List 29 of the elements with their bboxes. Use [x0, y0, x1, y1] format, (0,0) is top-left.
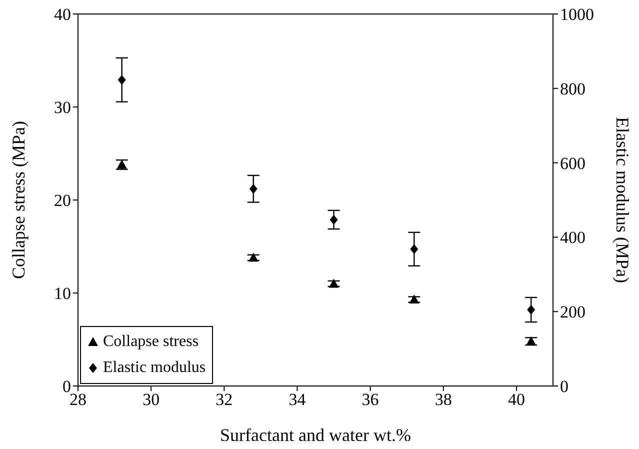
y2-tick-label: 1000 [560, 5, 594, 24]
y-tick-label: 40 [54, 5, 71, 24]
y2-tick-label: 400 [560, 228, 586, 248]
y2-tick-label: 800 [560, 79, 586, 98]
y2-tick-label: 0 [560, 377, 568, 396]
legend-label: Collapse stress [103, 332, 199, 352]
y-tick-label: 0 [62, 377, 71, 396]
x-tick-label: 40 [508, 390, 525, 410]
y-tick-label: 10 [54, 284, 71, 304]
x-tick-label: 36 [362, 390, 379, 410]
x-tick-label: 32 [216, 390, 233, 410]
point [526, 336, 536, 346]
point [330, 214, 338, 225]
x-tick-label: 34 [288, 390, 306, 410]
x-axis-title: Surfactant and water wt.% [220, 425, 411, 445]
point [410, 244, 418, 254]
legend-label: Elastic modulus [103, 358, 206, 378]
y-tick-label: 30 [54, 98, 71, 118]
x-tick-label: 30 [142, 390, 160, 410]
y2-tick-label: 600 [560, 154, 586, 173]
y-tick-label: 20 [54, 191, 71, 210]
point [118, 74, 126, 85]
point [527, 304, 536, 315]
x-tick-label: 28 [70, 390, 86, 410]
x-tick-label: 38 [434, 390, 452, 410]
point [249, 184, 258, 194]
y-axis-title: Collapse stress (MPa) [8, 121, 28, 279]
y2-axis-title: Elastic modulus (MPa) [612, 117, 633, 283]
y2-tick-label: 200 [560, 302, 586, 322]
